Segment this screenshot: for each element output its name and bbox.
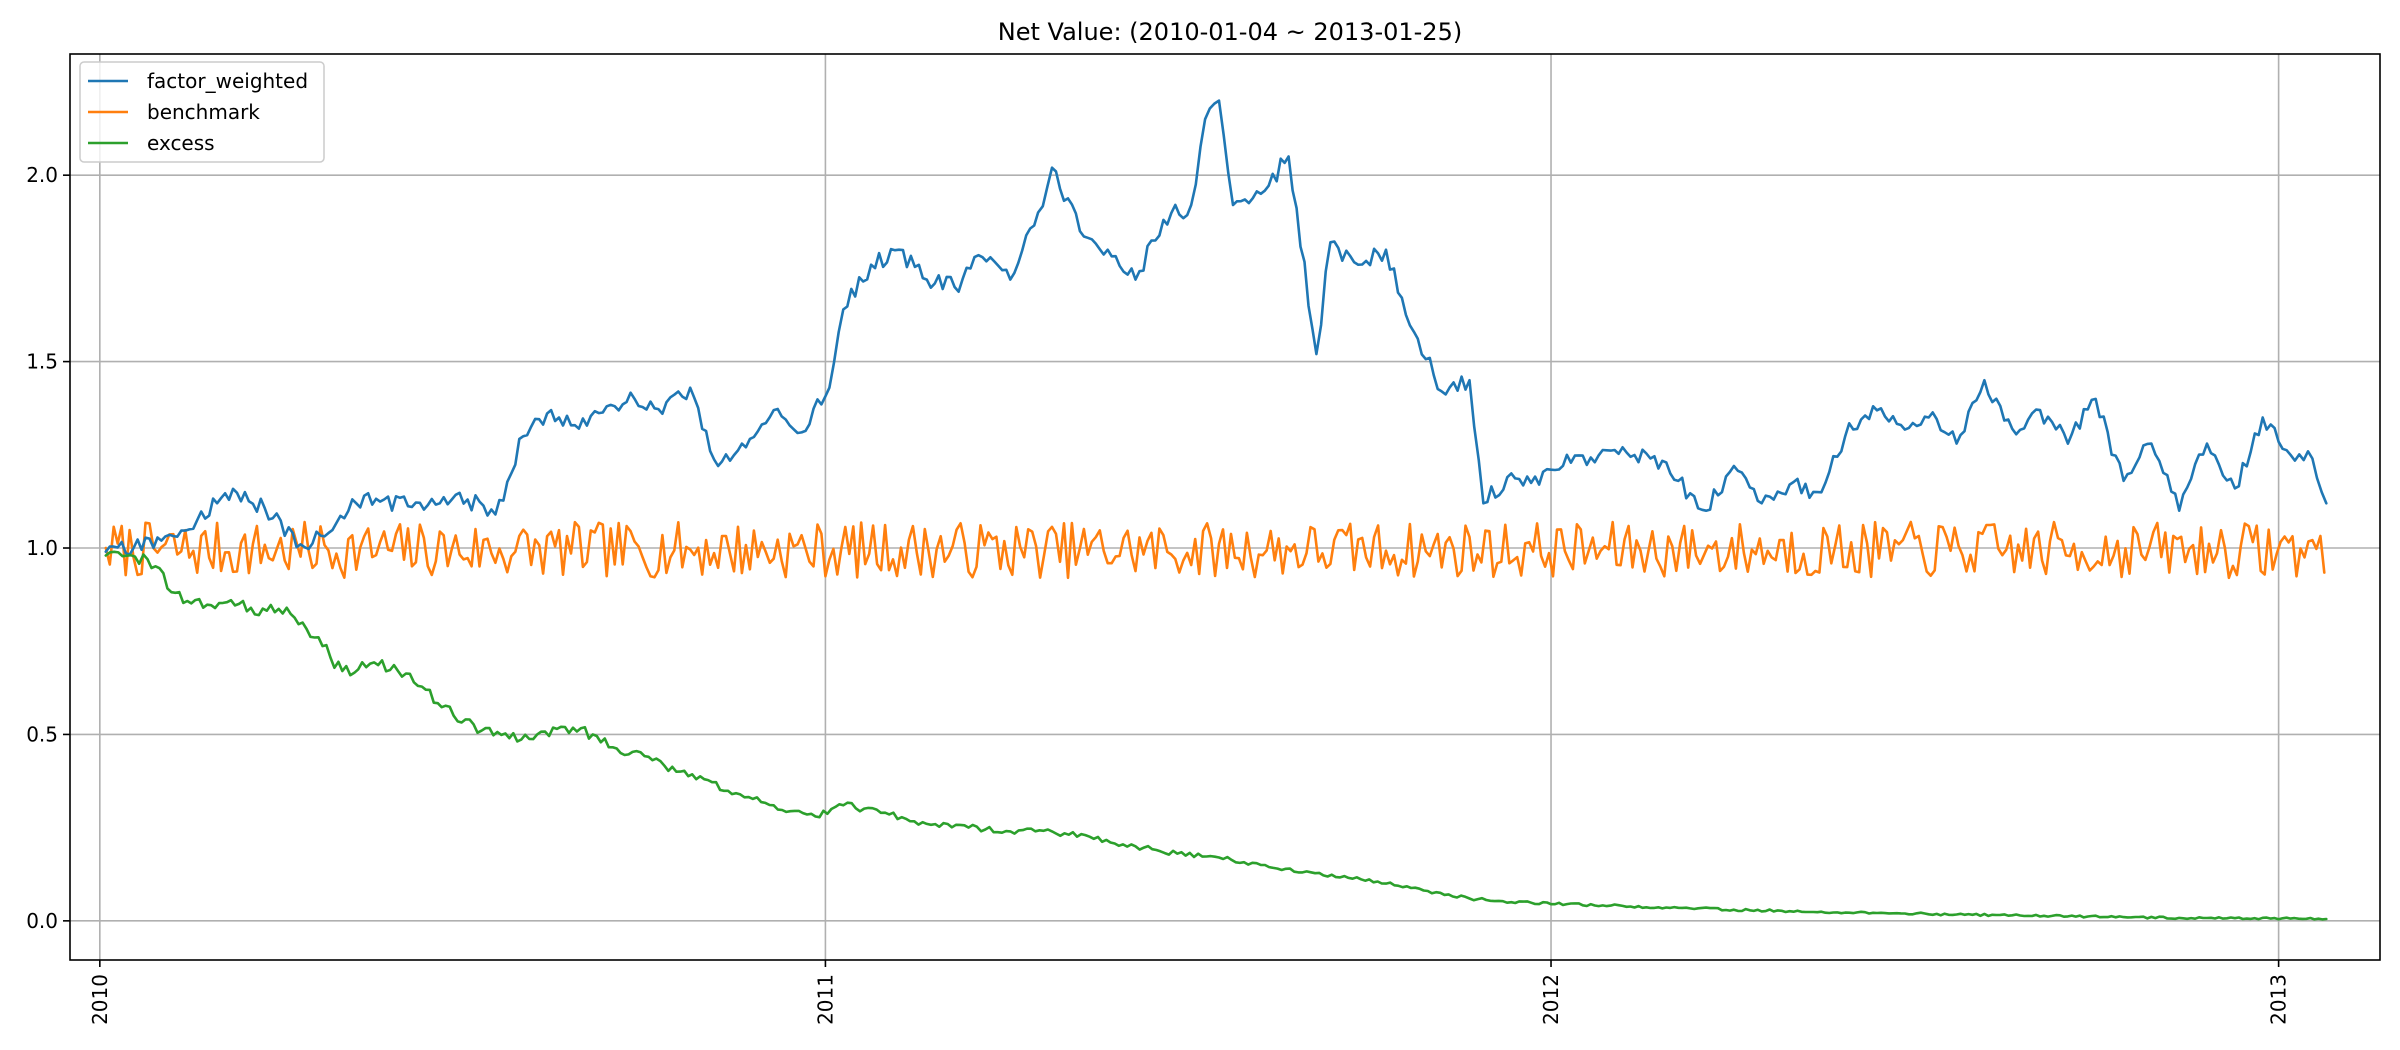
x-tick-label: 2012 — [1539, 974, 1563, 1025]
series-line-factor_weighted — [104, 99, 2328, 557]
x-tick-label: 2013 — [2267, 974, 2291, 1025]
legend-label: benchmark — [147, 100, 260, 124]
grid-lines — [70, 54, 2380, 960]
series-line-excess — [104, 550, 2328, 921]
legend-label: excess — [147, 131, 215, 155]
y-tick-label: 0.5 — [26, 722, 58, 746]
chart-title: Net Value: (2010-01-04 ~ 2013-01-25) — [998, 18, 1462, 46]
plot-frame — [69, 53, 2381, 961]
y-tick-label: 0.0 — [26, 909, 58, 933]
series-layer — [104, 99, 2328, 921]
y-tick-label: 2.0 — [26, 163, 58, 187]
legend-label: factor_weighted — [147, 69, 308, 93]
y-tick-label: 1.5 — [26, 350, 58, 374]
x-tick-label: 2010 — [88, 974, 112, 1025]
legend: factor_weighted benchmark excess — [79, 61, 325, 163]
y-tick-label: 1.0 — [26, 536, 58, 560]
legend-box — [79, 61, 325, 163]
x-tick-label: 2011 — [813, 974, 837, 1025]
axis-ticks: 2010 2011 2012 2013 0.0 0.5 1.0 1.5 2.0 — [26, 163, 2290, 1025]
series-line-benchmark — [104, 520, 2326, 580]
